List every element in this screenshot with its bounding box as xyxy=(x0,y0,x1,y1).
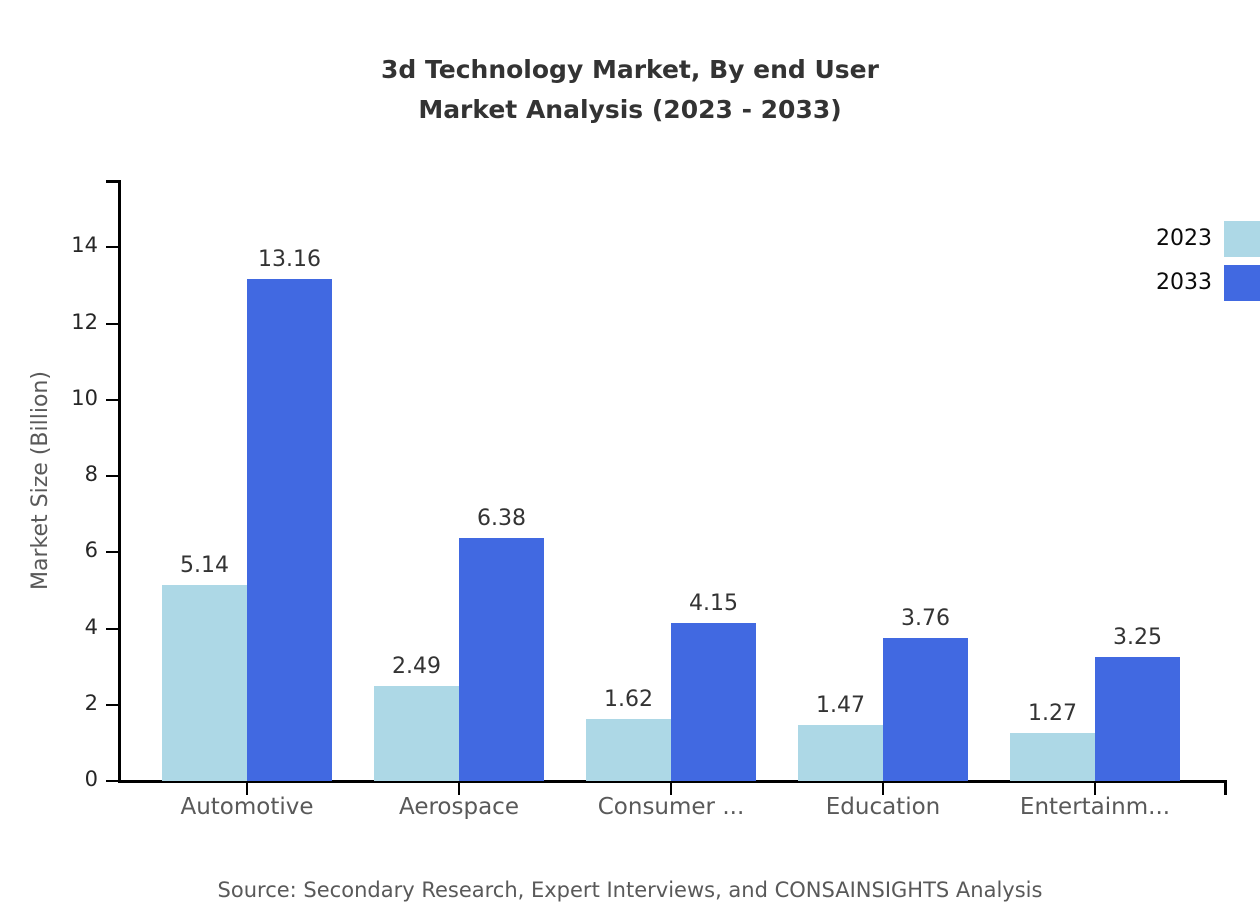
y-axis-tick xyxy=(106,246,119,249)
bar-value-label: 5.14 xyxy=(180,553,229,579)
bar-2033-entertainm[interactable] xyxy=(1095,657,1180,781)
chart-title-line-1: 3d Technology Market, By end User xyxy=(381,55,879,84)
bar-value-label: 13.16 xyxy=(258,247,321,273)
x-axis-tick xyxy=(882,781,884,795)
bar-value-label: 3.76 xyxy=(901,605,950,631)
bar-value-label: 1.47 xyxy=(816,692,865,718)
y-axis-tick-label: 0 xyxy=(84,767,98,791)
bar-2033-automotive[interactable] xyxy=(247,279,332,781)
bar-2023-education[interactable] xyxy=(798,724,883,781)
y-axis-tick xyxy=(106,703,119,706)
x-axis-tick xyxy=(1094,781,1096,795)
legend-item-2023[interactable]: 2023 xyxy=(1102,221,1260,257)
legend-item-2033[interactable]: 2033 xyxy=(1102,265,1260,301)
x-axis-tick-label: Education xyxy=(825,794,941,820)
y-axis-tick xyxy=(106,551,119,554)
y-axis-tick xyxy=(106,475,119,478)
chart-title-line-2: Market Analysis (2023 - 2033) xyxy=(418,95,842,124)
x-axis-tick xyxy=(246,781,248,795)
bar-2023-entertainm[interactable] xyxy=(1010,732,1095,781)
x-axis-tick-label: Entertainm... xyxy=(1019,794,1171,820)
bar-2023-automotive[interactable] xyxy=(162,585,247,781)
y-axis-tick xyxy=(106,780,119,782)
y-axis-top-cap xyxy=(106,180,121,183)
y-axis-tick-label: 8 xyxy=(84,462,98,487)
x-axis-tick xyxy=(670,781,672,795)
bar-2033-aerospace[interactable] xyxy=(459,537,544,781)
bar-value-label: 1.62 xyxy=(604,687,653,713)
legend-swatch-2023 xyxy=(1224,221,1260,257)
y-axis-tick xyxy=(106,322,119,325)
y-axis-tick xyxy=(106,627,119,630)
y-axis-tick-label: 12 xyxy=(71,309,98,334)
legend-label-2033: 2033 xyxy=(1156,270,1212,295)
y-axis-tick xyxy=(106,398,119,401)
x-axis-tick-label: Automotive xyxy=(180,794,314,820)
y-axis-tick-label: 14 xyxy=(71,233,98,258)
y-axis-tick-label: 2 xyxy=(84,690,98,715)
chart-title: 3d Technology Market, By end User Market… xyxy=(0,50,1260,130)
bar-2023-consumer[interactable] xyxy=(586,719,671,781)
bar-2023-aerospace[interactable] xyxy=(374,686,459,781)
bar-value-label: 1.27 xyxy=(1028,700,1077,726)
bar-2033-consumer[interactable] xyxy=(671,622,756,781)
bar-value-label: 3.25 xyxy=(1113,625,1162,651)
x-axis-tick-label: Consumer ... xyxy=(597,794,745,820)
bar-value-label: 2.49 xyxy=(392,654,441,680)
x-axis-right-cap xyxy=(1224,780,1227,795)
legend-swatch-2033 xyxy=(1224,265,1260,301)
x-axis-line xyxy=(118,780,1227,783)
x-axis-tick-label: Aerospace xyxy=(399,794,519,820)
bar-2033-education[interactable] xyxy=(883,637,968,781)
y-axis-tick-label: 4 xyxy=(84,614,98,639)
source-note: Source: Secondary Research, Expert Inter… xyxy=(217,878,1043,902)
bar-value-label: 4.15 xyxy=(689,590,738,616)
bar-value-label: 6.38 xyxy=(477,505,526,531)
y-axis-title: Market Size (Billion) xyxy=(27,371,53,590)
y-axis-line xyxy=(118,180,121,783)
y-axis-tick-label: 10 xyxy=(71,385,98,410)
y-axis-tick-label: 6 xyxy=(84,538,98,563)
legend-label-2023: 2023 xyxy=(1156,226,1212,251)
x-axis-tick xyxy=(458,781,460,795)
